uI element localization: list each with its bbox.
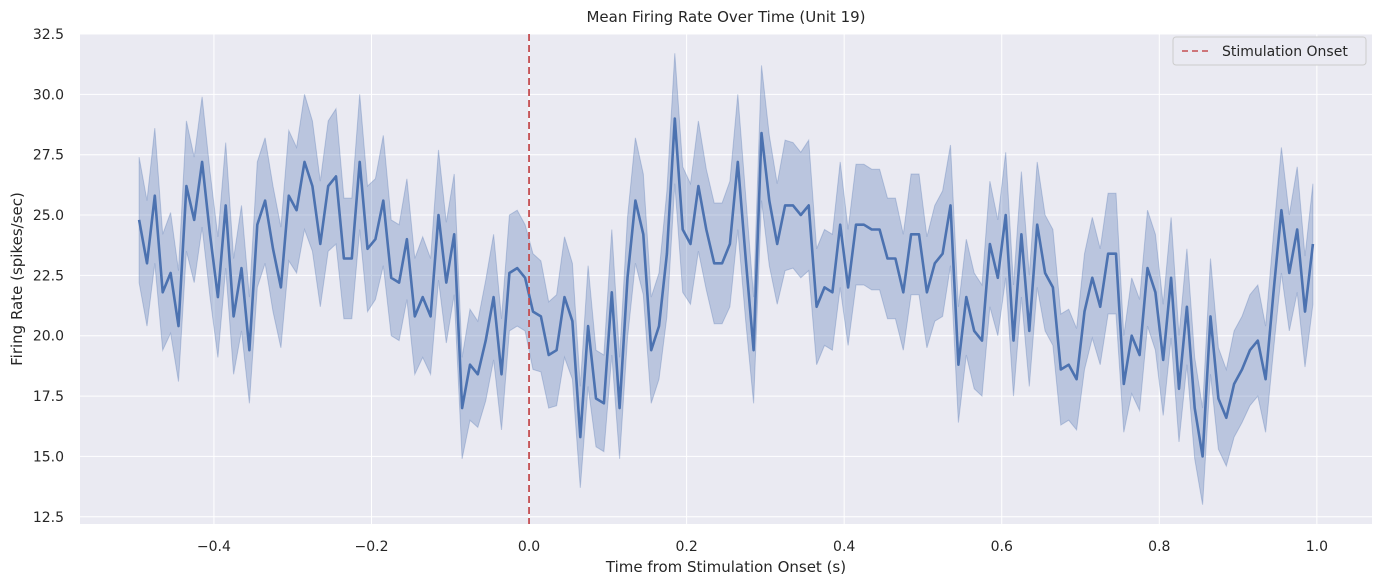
y-tick-label-5: 25.0	[33, 208, 64, 224]
confidence-band	[138, 53, 1314, 505]
y-tick-label-6: 27.5	[33, 148, 64, 164]
x-tick-label-5: 0.6	[991, 539, 1013, 555]
x-tick-label-0: −0.4	[197, 539, 231, 555]
y-tick-label-3: 20.0	[33, 329, 64, 345]
mean-line	[137, 117, 1315, 458]
y-tick-label-8: 32.5	[33, 27, 64, 43]
y-tick-label-0: 12.5	[33, 510, 64, 526]
mean-line-layer	[137, 117, 1315, 458]
legend: Stimulation Onset	[1172, 36, 1367, 66]
legend-box	[1172, 36, 1367, 66]
x-tick-label-6: 0.8	[1148, 539, 1170, 555]
x-tick-labels: −0.4 −0.2 0.0 0.2 0.4 0.6 0.8 1.0	[197, 539, 1328, 555]
x-tick-label-7: 1.0	[1306, 539, 1328, 555]
y-tick-label-2: 17.5	[33, 389, 64, 405]
legend-entry-onset: Stimulation Onset	[1222, 44, 1348, 60]
confidence-band-layer	[138, 53, 1314, 505]
x-tick-label-1: −0.2	[354, 539, 388, 555]
y-tick-label-1: 15.0	[33, 449, 64, 465]
y-axis-label: Firing Rate (spikes/sec)	[8, 192, 26, 366]
x-tick-label-2: 0.0	[518, 539, 540, 555]
plot-area	[80, 34, 1372, 524]
x-axis-label: Time from Stimulation Onset (s)	[605, 558, 846, 576]
chart-title: Mean Firing Rate Over Time (Unit 19)	[586, 8, 865, 26]
x-tick-label-4: 0.4	[833, 539, 855, 555]
x-tick-label-3: 0.2	[675, 539, 697, 555]
y-tick-labels: 12.5 15.0 17.5 20.0 22.5 25.0 27.5 30.0 32.5	[33, 27, 64, 526]
y-tick-label-4: 22.5	[33, 268, 64, 284]
y-tick-label-7: 30.0	[33, 87, 64, 103]
